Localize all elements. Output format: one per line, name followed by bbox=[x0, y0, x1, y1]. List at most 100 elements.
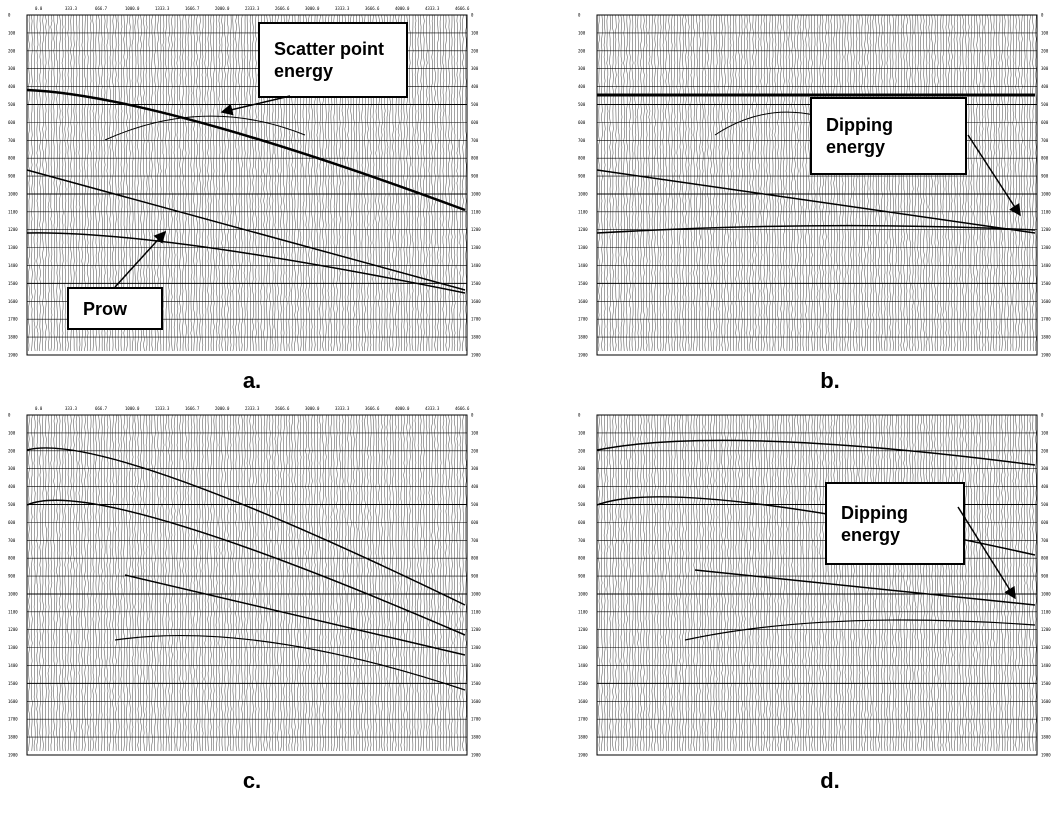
trace bbox=[892, 14, 894, 352]
trace bbox=[140, 414, 142, 752]
trace bbox=[252, 14, 254, 352]
trace bbox=[620, 14, 623, 352]
trace bbox=[182, 414, 184, 752]
trace bbox=[654, 414, 656, 752]
time-label: 0 bbox=[1041, 413, 1044, 418]
trace bbox=[33, 414, 36, 752]
offset-label: 3000.0 bbox=[305, 406, 320, 411]
trace bbox=[791, 14, 794, 352]
trace bbox=[628, 414, 631, 752]
trace bbox=[917, 414, 920, 752]
trace bbox=[959, 414, 962, 752]
trace bbox=[1032, 14, 1034, 352]
offset-label: 4000.0 bbox=[395, 6, 410, 11]
time-label: 100 bbox=[471, 430, 479, 435]
trace bbox=[299, 414, 302, 752]
trace bbox=[844, 14, 847, 352]
trace bbox=[609, 14, 612, 352]
trace bbox=[58, 414, 61, 752]
trace bbox=[148, 414, 151, 752]
trace bbox=[684, 414, 687, 752]
trace bbox=[459, 14, 462, 352]
trace bbox=[196, 14, 198, 352]
trace bbox=[120, 414, 123, 752]
trace bbox=[89, 414, 92, 752]
trace bbox=[796, 414, 799, 752]
trace bbox=[383, 414, 386, 752]
trace bbox=[422, 14, 425, 352]
trace bbox=[833, 414, 836, 752]
trace bbox=[855, 14, 858, 352]
trace bbox=[841, 414, 844, 752]
trace bbox=[229, 414, 232, 752]
trace bbox=[802, 414, 805, 752]
trace bbox=[701, 414, 704, 752]
trace bbox=[827, 14, 830, 352]
trace bbox=[333, 414, 336, 752]
trace bbox=[673, 14, 676, 352]
trace bbox=[204, 414, 207, 752]
trace bbox=[442, 14, 445, 352]
trace bbox=[735, 14, 738, 352]
time-label: 1400 bbox=[1041, 263, 1051, 268]
time-label: 1900 bbox=[578, 753, 588, 758]
time-label: 800 bbox=[1041, 556, 1049, 561]
trace bbox=[760, 14, 763, 352]
trace bbox=[316, 414, 319, 752]
trace bbox=[718, 414, 721, 752]
trace bbox=[252, 414, 254, 752]
offset-label: 2666.6 bbox=[275, 406, 290, 411]
trace bbox=[86, 414, 89, 751]
event bbox=[596, 169, 1036, 234]
trace bbox=[754, 414, 757, 752]
time-label: 600 bbox=[1041, 120, 1049, 125]
trace bbox=[459, 414, 462, 752]
trace bbox=[659, 414, 662, 752]
trace bbox=[436, 414, 439, 752]
trace bbox=[721, 14, 724, 352]
trace bbox=[1004, 14, 1006, 352]
trace bbox=[162, 14, 165, 352]
trace bbox=[810, 414, 813, 752]
time-label: 1700 bbox=[8, 717, 18, 722]
trace bbox=[598, 414, 600, 752]
time-label: 0 bbox=[8, 413, 11, 418]
trace bbox=[956, 14, 959, 352]
event bbox=[26, 232, 466, 294]
trace bbox=[84, 414, 86, 752]
trace bbox=[442, 414, 445, 752]
time-label: 1700 bbox=[8, 317, 18, 322]
trace bbox=[50, 414, 53, 752]
time-label: 1000 bbox=[1041, 191, 1051, 196]
offset-label: 0.0 bbox=[35, 406, 43, 411]
trace bbox=[931, 414, 934, 752]
offset-label: 333.3 bbox=[65, 406, 78, 411]
trace bbox=[294, 414, 296, 752]
trace bbox=[721, 414, 724, 752]
trace bbox=[1009, 414, 1012, 752]
trace bbox=[928, 414, 931, 752]
trace bbox=[788, 14, 791, 352]
trace bbox=[212, 14, 215, 352]
time-label: 400 bbox=[471, 484, 479, 489]
time-label: 1400 bbox=[8, 663, 18, 668]
event bbox=[26, 88, 466, 212]
frame bbox=[596, 14, 1038, 356]
trace bbox=[746, 414, 749, 752]
time-label: 800 bbox=[471, 556, 479, 561]
trace bbox=[805, 414, 808, 752]
trace bbox=[687, 414, 690, 752]
trace bbox=[249, 414, 252, 752]
time-label: 1000 bbox=[1041, 591, 1051, 596]
trace bbox=[431, 414, 434, 752]
time-label: 1800 bbox=[471, 335, 481, 340]
trace bbox=[207, 14, 210, 352]
trace bbox=[612, 14, 614, 352]
offset-label: 1000.0 bbox=[125, 6, 140, 11]
time-label: 600 bbox=[8, 520, 16, 525]
trace bbox=[229, 14, 232, 352]
trace bbox=[768, 14, 771, 352]
time-label: 400 bbox=[578, 484, 586, 489]
trace bbox=[782, 14, 785, 352]
trace bbox=[990, 14, 992, 352]
